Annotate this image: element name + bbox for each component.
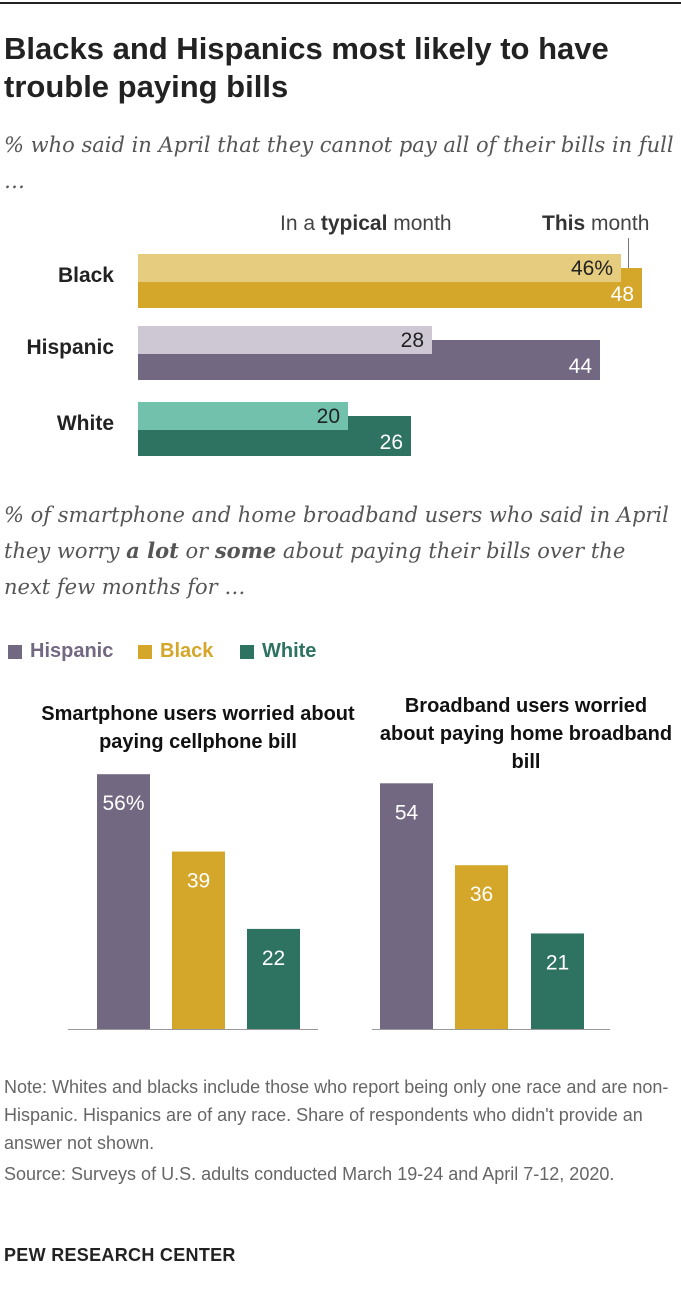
chart-title: Blacks and Hispanics most likely to have… [4,31,609,104]
source: Source: Surveys of U.S. adults conducted… [4,1164,615,1184]
data-label-typical: 28 [400,329,424,352]
bar-black [455,865,508,1029]
legend-swatch [8,644,22,659]
bar-this-month-extension [621,268,642,282]
legend-this-month: This month [542,212,650,235]
data-label: 56% [102,792,144,815]
legend-typical-month: In a typical month [280,212,452,235]
legend-white: White [240,640,316,663]
data-label: 54 [395,801,419,824]
data-label: 22 [262,947,285,970]
data-label-this-month: 44 [568,355,592,378]
bar-this-month-extension [348,416,411,430]
legend-swatch [240,644,254,659]
bar-black [172,851,225,1029]
data-label-typical: 46% [570,257,613,280]
bar-typical-month [138,402,348,430]
bar-hispanic [97,774,150,1029]
data-label-typical: 20 [316,405,340,428]
bar-this-month [138,430,411,456]
data-label: 36 [470,883,493,906]
data-label: 21 [546,951,569,974]
chart-subtitle-2: % of smartphone and home broadband users… [4,503,669,599]
data-label-this-month: 48 [610,283,634,306]
bar-this-month-extension [432,340,600,354]
footnote: Note: Whites and blacks include those wh… [4,1077,669,1153]
bar-white [247,928,300,1029]
bar-typical-month [138,326,432,354]
bar-typical-month [138,254,621,282]
data-label: 39 [187,870,210,893]
top-rule [0,2,681,4]
smartphone-chart-title: Smartphone users worried about paying ce… [41,703,355,753]
chart-subtitle: % who said in April that they cannot pay… [4,133,674,193]
category-label: White [56,412,114,435]
bar-hispanic [380,783,433,1029]
legend-hispanic: Hispanic [8,640,113,663]
data-label-this-month: 26 [379,431,403,454]
brand-logo-text: PEW RESEARCH CENTER [4,1245,236,1265]
legend-black: Black [138,640,213,663]
broadband-chart-title: Broadband users worried about paying hom… [379,695,673,773]
bar-this-month [138,354,600,380]
category-label: Hispanic [26,336,114,359]
bar-white [531,933,584,1029]
bar-this-month [138,282,642,308]
legend-leader-line [628,238,629,268]
legend-swatch [138,644,152,659]
category-label: Black [57,264,114,287]
